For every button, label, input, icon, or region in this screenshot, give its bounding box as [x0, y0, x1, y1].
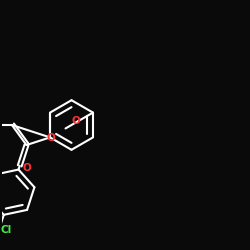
Text: O: O — [71, 116, 80, 126]
Text: O: O — [47, 134, 56, 143]
Text: Cl: Cl — [0, 225, 12, 235]
Text: O: O — [22, 163, 31, 173]
